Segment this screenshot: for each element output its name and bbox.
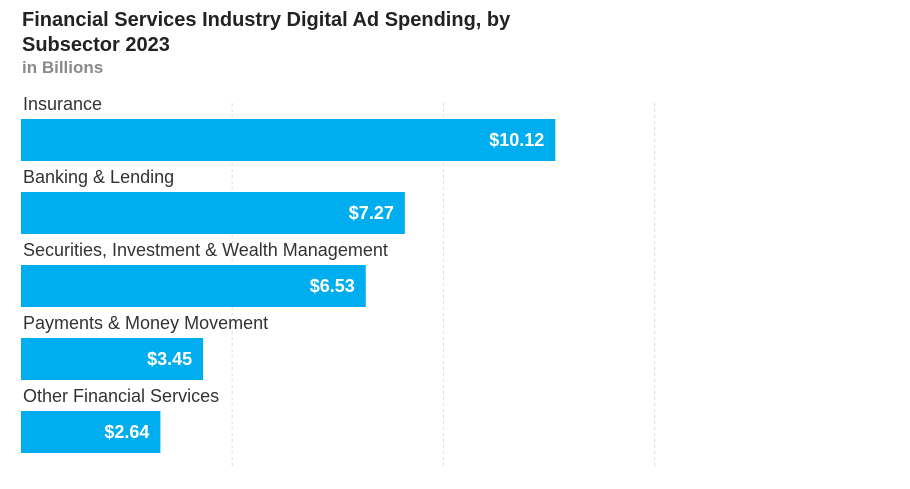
- bar: [21, 411, 161, 453]
- bar: [21, 338, 204, 380]
- bar-group: Banking & Lending $7.27: [21, 167, 405, 234]
- data-label: $3.45: [147, 349, 192, 369]
- bar: [21, 192, 405, 234]
- data-label: $7.27: [349, 203, 394, 223]
- category-label: Other Financial Services: [23, 386, 219, 406]
- bar-group: Securities, Investment & Wealth Manageme…: [21, 240, 388, 307]
- category-label: Insurance: [23, 94, 102, 114]
- data-label: $10.12: [489, 130, 544, 150]
- bar-group: Payments & Money Movement $3.45: [21, 313, 268, 380]
- data-label: $2.64: [104, 422, 149, 442]
- bar-group: Other Financial Services $2.64: [21, 386, 219, 453]
- bar: [21, 265, 366, 307]
- chart-subtitle: in Billions: [22, 58, 104, 77]
- category-label: Payments & Money Movement: [23, 313, 268, 333]
- category-label: Banking & Lending: [23, 167, 174, 187]
- bar-group: Insurance $10.12: [21, 94, 556, 161]
- chart-title: Financial Services Industry Digital Ad S…: [22, 9, 511, 56]
- bar: [21, 119, 556, 161]
- category-label: Securities, Investment & Wealth Manageme…: [23, 240, 388, 260]
- data-label: $6.53: [310, 276, 355, 296]
